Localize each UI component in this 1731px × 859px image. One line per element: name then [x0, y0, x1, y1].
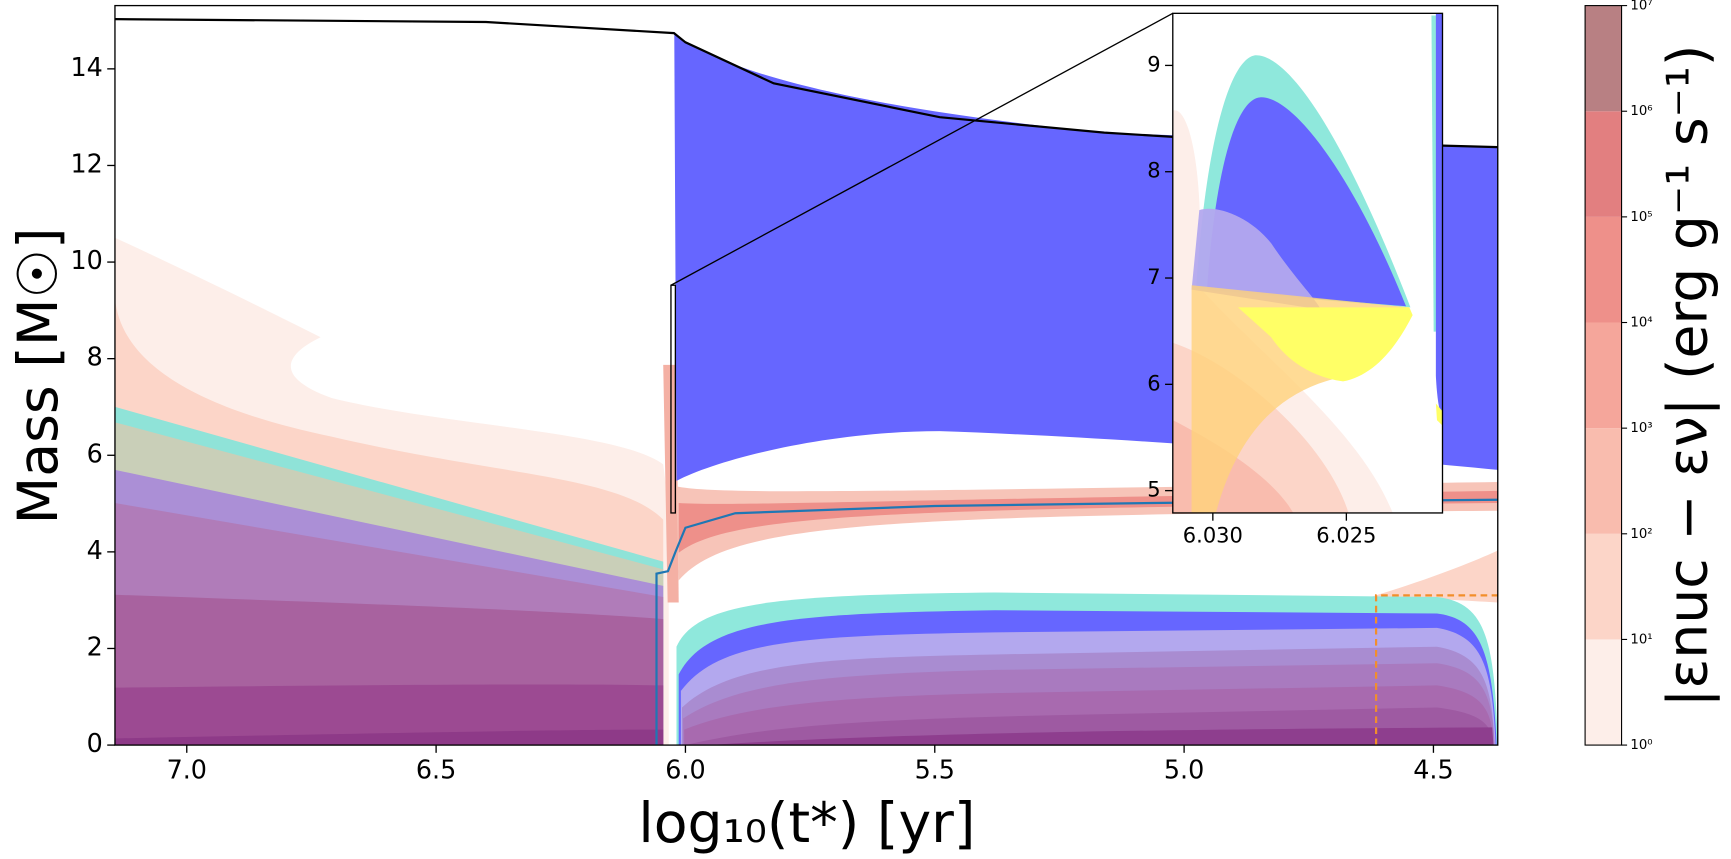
inset: 6.030 6.025 5 6 7 8 9: [1147, 12, 1444, 547]
mix-zone: [1435, 403, 1443, 426]
main-frame: [114, 4, 1499, 746]
y-tick-label: 2: [87, 631, 103, 661]
y-tick-label: 12: [70, 148, 102, 178]
colorbar-band: [1585, 428, 1622, 534]
colorbar-tick-label: 10⁴: [1630, 316, 1652, 331]
y-tick-label: 8: [1147, 159, 1160, 183]
x-tick-label: 6.0: [665, 755, 705, 785]
inset-regions: [1172, 13, 1443, 513]
mix-zone: [1238, 307, 1413, 382]
y-tick-label: 6: [1147, 371, 1160, 395]
y-tick-label: 10: [70, 245, 102, 275]
y-tick-label: 4: [87, 535, 103, 565]
colorbar-band: [1585, 5, 1622, 112]
inset-frame: [1172, 12, 1444, 514]
colorbar-tick-label: 10⁷: [1630, 0, 1652, 14]
colorbar: 10⁰ 10¹ 10² 10³ 10⁴ 10⁵ 10⁶ 10⁷: [1585, 0, 1653, 753]
mix-zone: [114, 684, 664, 746]
mix-zone: [1191, 208, 1321, 310]
colorbar-tick-label: 10³: [1630, 421, 1652, 436]
zoom-box: [670, 284, 677, 514]
colorbar-tick-label: 10²: [1630, 527, 1652, 542]
y-axis-label: Mass [M☉]: [7, 227, 71, 524]
colorbar-band: [1585, 111, 1622, 217]
inset-axes: 6.030 6.025 5 6 7 8 9: [1147, 52, 1376, 547]
shell-burning: [678, 490, 1498, 553]
colorbar-band: [1585, 639, 1622, 746]
x-tick-label: 6.5: [416, 755, 456, 785]
x-tick-label: 6.030: [1183, 523, 1243, 547]
series-line: [1374, 594, 1498, 746]
colorbar-label: |εnuc − εν| (erg g⁻¹ s⁻¹): [1656, 45, 1720, 708]
mix-zone: [1435, 13, 1443, 421]
colorbar-tick-label: 10⁵: [1630, 210, 1652, 225]
x-tick-label: 6.025: [1316, 523, 1376, 547]
burn-zone: [1370, 550, 1498, 603]
x-axis-label: log₁₀(t*) [yr]: [638, 792, 975, 856]
y-tick-label: 6: [87, 438, 103, 468]
colorbar-band: [1585, 533, 1622, 640]
y-tick-label: 7: [1147, 265, 1160, 289]
x-tick-label: 4.5: [1413, 755, 1453, 785]
main-axes: 7.0 6.5 6.0 5.5 5.0 4.5 0 2 4 6 8 10 12 14: [70, 52, 1453, 785]
y-tick-label: 9: [1147, 52, 1160, 76]
colorbar-frame: [1584, 5, 1623, 746]
colorbar-tick-label: 10¹: [1630, 632, 1652, 647]
y-tick-label: 0: [87, 728, 103, 758]
y-tick-label: 5: [1147, 478, 1160, 502]
colorbar-tick-label: 10⁶: [1630, 104, 1652, 119]
zoom-connector: [670, 12, 1174, 286]
mix-zone: [707, 727, 1494, 746]
series-line: [655, 498, 1498, 746]
x-tick-label: 7.0: [167, 755, 207, 785]
colorbar-band: [1585, 322, 1622, 429]
y-tick-label: 8: [87, 342, 103, 372]
x-tick-label: 5.0: [1164, 755, 1204, 785]
colorbar-tick-label: 10⁰: [1630, 738, 1652, 753]
colorbar-band: [1585, 216, 1622, 323]
x-tick-label: 5.5: [915, 755, 955, 785]
mix-zone: [114, 729, 664, 746]
y-tick-label: 14: [70, 52, 102, 82]
